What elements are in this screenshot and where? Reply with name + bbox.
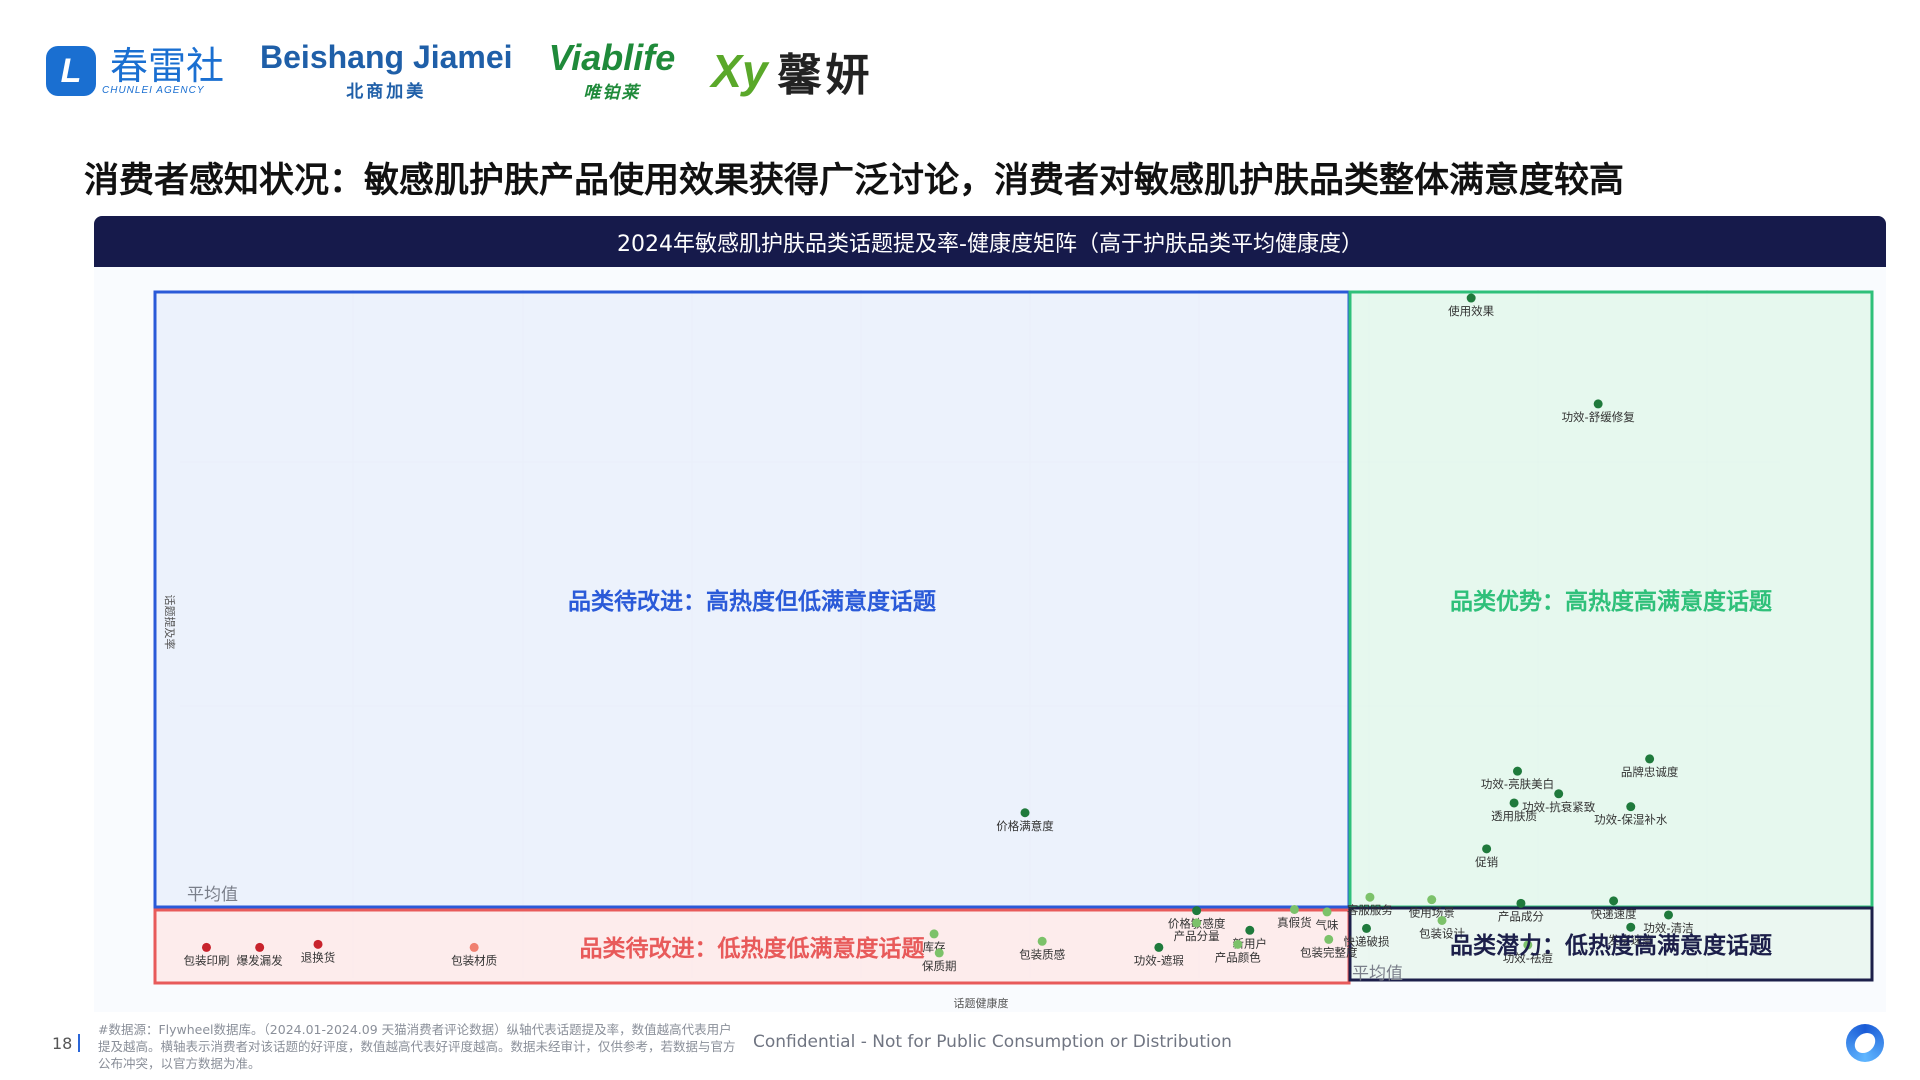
data-point — [313, 939, 323, 949]
data-point — [201, 942, 211, 952]
quadrant-bottom-left-label: 品类待改进：低热度低满意度话题 — [580, 935, 925, 962]
data-point — [1516, 898, 1526, 908]
confidential-notice: Confidential - Not for Public Consumptio… — [753, 1032, 1232, 1052]
xinyan-logo-name: 馨妍 — [777, 50, 874, 101]
quadrant-bottom-left-box — [153, 908, 1351, 985]
logo-bar: L 春雷社 CHUNLEI AGENCY Beishang Jiamei 北商加… — [46, 36, 910, 106]
beishang-logo-sub: 北商加美 — [346, 81, 427, 102]
data-point-label: 功效-清洁 — [1643, 921, 1693, 935]
viablife-logo-name: Viablife — [548, 36, 676, 78]
quadrant-top-left-box — [153, 290, 1351, 909]
quadrant-top-right-box — [1348, 290, 1874, 909]
data-point-label: 包装质感 — [1019, 947, 1065, 961]
chunlei-logo-sub: CHUNLEI AGENCY — [102, 84, 205, 96]
data-point — [1154, 942, 1164, 952]
chunlei-logo-mark: L — [46, 46, 96, 96]
data-point-label: 功效-遮瑕 — [1134, 953, 1185, 967]
data-point-label: 促销 — [1475, 855, 1498, 869]
data-point — [1626, 802, 1636, 812]
quadrant-top-right-label: 品类优势：高热度高满意度话题 — [1450, 588, 1772, 615]
data-point-label: 发货速度 — [1608, 933, 1654, 947]
x-axis-label: 话题健康度 — [954, 996, 1009, 1010]
viablife-logo-sub: 唯铂莱 — [583, 82, 641, 103]
chart-title: 2024年敏感肌护肤品类话题提及率-健康度矩阵（高于护肤品类平均健康度） — [617, 231, 1363, 257]
data-point-label: 气味 — [1316, 918, 1339, 932]
chart-title-bar: 2024年敏感肌护肤品类话题提及率-健康度矩阵（高于护肤品类平均健康度） — [94, 216, 1886, 267]
data-point — [929, 929, 939, 939]
quadrant-top-left-label: 品类待改进：高热度但低满意度话题 — [568, 588, 936, 615]
quadrant-bottom-right-label: 品类潜力：低热度高满意度话题 — [1450, 932, 1772, 959]
data-point-label: 产品成分 — [1498, 909, 1544, 923]
beishang-logo: Beishang Jiamei 北商加美 — [260, 41, 513, 102]
data-point — [1554, 789, 1564, 799]
data-point — [1437, 915, 1447, 925]
chunlei-logo: L 春雷社 CHUNLEI AGENCY — [46, 46, 224, 96]
beishang-logo-name: Beishang Jiamei — [260, 38, 513, 75]
average-label-bottom: 平均值 — [1352, 964, 1403, 984]
data-point-label: 客服服务 — [1347, 903, 1393, 917]
data-point — [1609, 896, 1619, 906]
page-title: 消费者感知状况：敏感肌护肤产品使用效果获得广泛讨论，消费者对敏感肌护肤品类整体满… — [84, 161, 1625, 201]
data-point — [1466, 293, 1476, 303]
data-point — [1509, 798, 1519, 808]
data-point — [1324, 934, 1334, 944]
data-point — [1645, 754, 1655, 764]
data-point — [1361, 923, 1371, 933]
data-point-label: 价格满意度 — [996, 819, 1054, 833]
data-point — [255, 942, 265, 952]
data-point-label: 包装设计 — [1419, 926, 1465, 940]
data-point-label: 保质期 — [922, 959, 957, 973]
data-point — [1626, 922, 1636, 932]
data-point-label: 产品分量 — [1174, 929, 1220, 943]
page-number: 18 — [52, 1034, 73, 1053]
page-number-divider — [78, 1034, 80, 1052]
data-point — [1233, 939, 1243, 949]
data-point — [1365, 892, 1375, 902]
xinyan-logo-mark: Xy — [711, 45, 768, 97]
data-point-label: 快递速度 — [1591, 907, 1637, 921]
data-point-label: 功效-保湿补水 — [1594, 813, 1668, 827]
data-point-label: 退换货 — [301, 950, 336, 964]
data-point-label: 使用效果 — [1448, 304, 1494, 318]
quadrant-bottom-right-box — [1348, 906, 1874, 982]
data-point — [1322, 907, 1332, 917]
data-point-label: 包装完整度 — [1300, 945, 1358, 959]
data-point-label: 功效-亮肤美白 — [1481, 777, 1554, 791]
data-point-label: 功效-祛痘 — [1503, 951, 1554, 965]
data-point — [469, 942, 479, 952]
data-point-label: 功效-舒缓修复 — [1562, 410, 1636, 424]
data-point-label: 包装印刷 — [183, 953, 229, 967]
data-point — [1664, 910, 1674, 920]
data-point — [934, 948, 944, 958]
data-point-label: 使用场景 — [1409, 906, 1455, 920]
data-point — [1192, 918, 1202, 928]
data-point — [1245, 925, 1255, 935]
data-point — [1020, 808, 1030, 818]
data-point-label: 功效-抗衰紧致 — [1522, 800, 1596, 814]
viablife-logo: Viablife 唯铂莱 — [548, 36, 676, 103]
data-point-label: 品牌忠诚度 — [1621, 765, 1679, 779]
data-point — [1192, 906, 1202, 916]
data-point-label: 真假货 — [1277, 915, 1312, 929]
data-point-label: 透用肤质 — [1491, 809, 1537, 823]
data-point-label: 爆发漏发 — [237, 953, 283, 967]
flywheel-brand-icon — [1846, 1024, 1884, 1062]
y-axis-label: 话题提及率 — [163, 595, 177, 650]
data-point-label: 包装材质 — [451, 953, 497, 967]
chunlei-logo-name: 春雷社 — [110, 43, 225, 88]
average-label-left: 平均值 — [187, 885, 238, 905]
data-point-label: 产品颜色 — [1215, 950, 1261, 964]
data-point — [1523, 940, 1533, 950]
data-point — [1427, 895, 1437, 905]
source-footnote: #数据源：Flywheel数据库。（2024.01-2024.09 天猫消费者评… — [98, 1022, 736, 1071]
data-point — [1513, 766, 1523, 776]
data-point — [1037, 936, 1047, 946]
data-point — [1482, 844, 1492, 854]
data-point-label: 快递破损 — [1343, 934, 1389, 948]
data-point — [1593, 399, 1603, 409]
xinyan-logo: Xy 馨妍 — [711, 39, 873, 103]
data-point — [1289, 904, 1299, 914]
